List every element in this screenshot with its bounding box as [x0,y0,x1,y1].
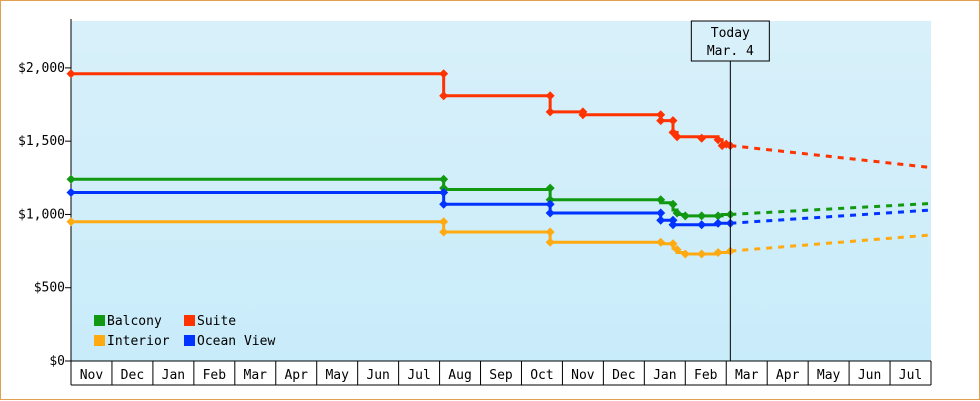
data-point [713,248,723,258]
data-point [680,211,690,221]
data-point [668,199,678,209]
data-point [66,174,76,184]
data-point [439,199,449,209]
series-suite [66,69,932,170]
forecast-line [730,233,932,253]
data-point [713,218,723,228]
month-label: Nov [80,368,104,383]
month-label: May [325,368,349,383]
data-point [668,239,678,249]
forecast-line [730,208,932,225]
month-label: Jun [366,368,389,383]
legend-swatch [94,335,105,346]
month-label: May [817,368,841,383]
month-label: Nov [571,368,595,383]
data-point [672,132,682,142]
month-label: Feb [203,368,227,383]
data-point [680,249,690,259]
legend: Balcony Interior Suite Ocean View [94,314,275,349]
data-point [656,110,666,120]
month-label: Apr [284,368,308,383]
month-label: Feb [694,368,718,383]
y-axis: $0 $500 $1,000 $1,500 $2,000 [18,19,72,369]
data-point [656,195,666,205]
legend-swatch [184,315,195,326]
data-point [668,116,678,126]
month-label: Jun [858,368,881,383]
legend-label: Ocean View [197,334,275,349]
legend-swatch [94,315,105,326]
data-point [439,91,449,101]
legend-swatch [184,335,195,346]
data-point [439,69,449,79]
today-marker: Today Mar. 4 [690,20,770,361]
month-label: Mar [735,368,759,383]
month-label: Jan [653,368,676,383]
data-point [66,217,76,227]
data-point [578,110,588,120]
data-point [545,107,555,117]
data-point [713,135,723,145]
y-tick-label: $500 [34,281,65,296]
data-point [545,227,555,237]
series-ocean-view [66,187,932,230]
x-axis: Nov Dec Jan Feb Mar Apr May Jun Jul Aug Sep Oct Nov D… [70,360,932,386]
y-tick-label: $0 [49,354,65,369]
data-point [545,199,555,209]
month-label: Sep [489,368,513,383]
data-point [656,208,666,218]
data-point [545,183,555,193]
data-point [672,245,682,255]
data-point [656,116,666,126]
data-point [656,237,666,247]
month-label: Aug [448,368,471,383]
month-label: Dec [612,368,635,383]
data-point [697,249,707,259]
series-interior [66,217,932,259]
data-point [697,133,707,143]
today-date: Mar. 4 [707,44,754,59]
month-label: Jul [407,368,430,383]
month-label: Oct [530,368,553,383]
y-tick-label: $1,000 [18,207,65,222]
data-point [545,237,555,247]
series-layer [66,69,932,259]
legend-label: Interior [107,334,170,349]
data-point [439,217,449,227]
data-point [697,211,707,221]
today-label: Today [711,26,750,41]
month-label: Apr [776,368,800,383]
data-point [545,208,555,218]
legend-label: Balcony [107,314,162,329]
data-point [66,187,76,197]
month-label: Mar [244,368,268,383]
today-box [690,20,770,62]
data-point [66,69,76,79]
month-label: Dec [121,368,144,383]
y-tick-label: $2,000 [18,61,65,76]
data-point [668,220,678,230]
legend-label: Suite [197,314,236,329]
y-tick-label: $1,500 [18,134,65,149]
data-point [672,208,682,218]
forecast-line [730,144,932,170]
month-label: Jan [162,368,185,383]
month-label: Jul [899,368,922,383]
data-point [439,174,449,184]
data-point [697,220,707,230]
data-point [545,91,555,101]
data-point [439,227,449,237]
data-point [656,215,666,225]
data-point [439,187,449,197]
data-point [713,211,723,221]
forecast-line [730,201,932,216]
